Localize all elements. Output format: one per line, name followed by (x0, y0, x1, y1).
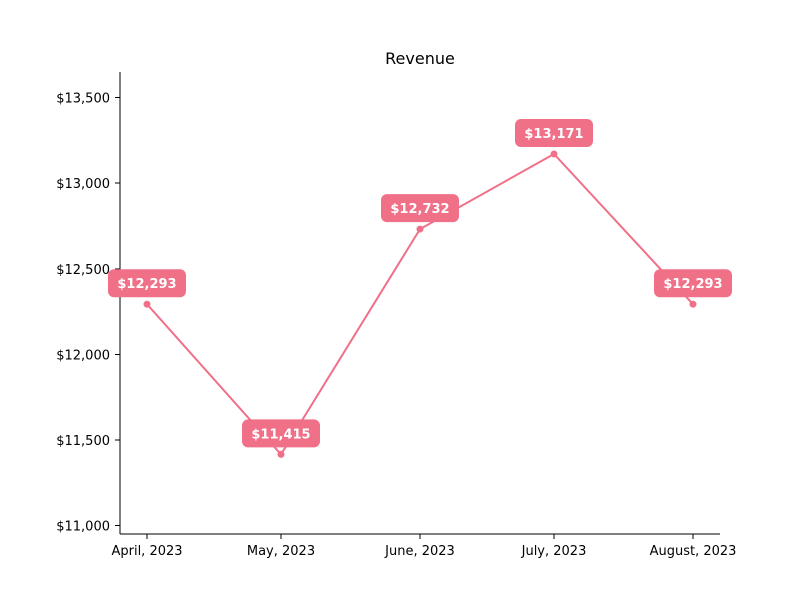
data-label-text: $12,293 (117, 277, 176, 292)
y-tick-label: $11,000 (56, 519, 110, 534)
data-point (550, 150, 558, 158)
y-tick-label: $13,500 (56, 92, 110, 107)
axes: $11,000 $11,500 $12,000 $12,500 $13,000 $13,5… (56, 72, 736, 559)
data-label-box (242, 419, 320, 448)
data-label-text: $13,171 (524, 127, 583, 142)
data-point (416, 225, 424, 233)
y-tick-label: $12,500 (56, 263, 110, 278)
data-labels: $12,293 $11,415 $12,732 $13,171 $12,293 (108, 118, 732, 448)
y-tick-label: $12,000 (56, 348, 110, 363)
data-point (277, 450, 285, 458)
x-tick-label: June, 2023 (384, 544, 455, 559)
data-label: $12,293 (654, 269, 732, 298)
data-label-box (515, 118, 593, 147)
data-label: $13,171 (515, 118, 593, 147)
data-label-text: $12,293 (663, 277, 722, 292)
data-point (689, 300, 697, 308)
x-tick-label: August, 2023 (650, 544, 737, 559)
chart-title: Revenue (385, 49, 455, 68)
series-group (143, 150, 697, 458)
y-tick-label: $13,000 (56, 177, 110, 192)
y-tick-label: $11,500 (56, 434, 110, 449)
data-label-text: $11,415 (251, 427, 310, 442)
x-tick-label: May, 2023 (247, 544, 315, 559)
data-label: $12,732 (381, 194, 459, 223)
data-point (143, 300, 151, 308)
data-label-box (654, 269, 732, 298)
data-label-box (108, 269, 186, 298)
x-tick-label: April, 2023 (111, 544, 182, 559)
x-tick-label: July, 2023 (521, 544, 587, 559)
data-label: $12,293 (108, 269, 186, 298)
data-label-text: $12,732 (390, 202, 449, 217)
data-label-box (381, 194, 459, 223)
data-label: $11,415 (242, 419, 320, 448)
